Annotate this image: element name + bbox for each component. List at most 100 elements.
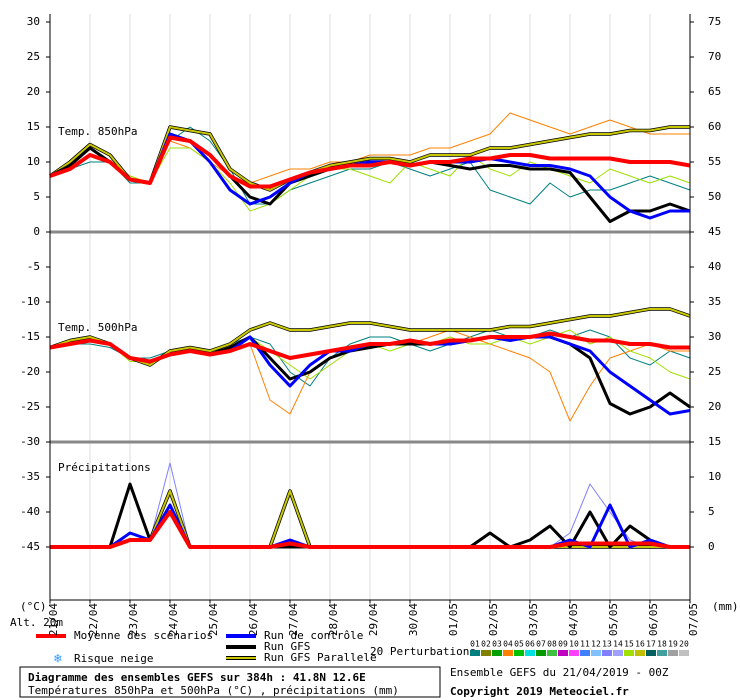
legend-label: Risque neige [74,652,153,665]
member-swatch [613,650,623,656]
member-swatch [668,650,678,656]
y-tick-label: 0 [33,225,40,238]
legend-label: Run GFS Parallele [264,651,377,664]
footer-title: Diagramme des ensembles GEFS sur 384h : … [28,671,366,684]
y2-tick-label: 60 [708,120,721,133]
member-swatch [657,650,667,656]
member-label: 18 [657,640,667,649]
y-tick-label: -10 [20,295,40,308]
member-label: 15 [624,640,634,649]
x-tick-label: 28/04 [327,603,340,636]
y-tick-label: 25 [27,50,40,63]
x-tick-label: 27/04 [287,603,300,636]
y-tick-label: 5 [33,190,40,203]
y2-tick-label: 45 [708,225,721,238]
x-tick-label: 25/04 [207,603,220,636]
x-tick-label: 06/05 [647,603,660,636]
annotation: Temp. 850hPa [58,125,137,138]
member-label: 06 [525,640,535,649]
x-tick-label: 02/05 [487,603,500,636]
x-tick-label: 05/05 [607,603,620,636]
x-tick-label: 30/04 [407,603,420,636]
member-label: 04 [503,640,513,649]
member-label: 14 [613,640,623,649]
y2-tick-label: 5 [708,505,715,518]
x-tick-label: 29/04 [367,603,380,636]
y2-tick-label: 25 [708,365,721,378]
y-tick-label: 30 [27,15,40,28]
y2-tick-label: 70 [708,50,721,63]
member-label: 20 [679,640,689,649]
x-tick-label: 23/04 [127,603,140,636]
member-swatch [624,650,634,656]
y2-tick-label: 20 [708,400,721,413]
y-tick-label: 15 [27,120,40,133]
y2-tick-label: 55 [708,155,721,168]
member-label: 12 [591,640,601,649]
y-tick-label: -35 [20,470,40,483]
mean-line [49,135,691,189]
member-label: 13 [602,640,612,649]
member-swatch [547,650,557,656]
member-label: 19 [668,640,678,649]
footer-subtitle: Températures 850hPa et 500hPa (°C) , pré… [28,684,399,697]
member-label: 07 [536,640,546,649]
member-label: 11 [580,640,590,649]
member-label: 08 [547,640,557,649]
member-label: 09 [558,640,568,649]
x-tick-label: 22/04 [87,603,100,636]
x-tick-label: 24/04 [167,603,180,636]
y-tick-label: -30 [20,435,40,448]
member-swatch [602,650,612,656]
y2-tick-label: 50 [708,190,721,203]
member-swatch [646,650,656,656]
legend-label: Run de contrôle [264,629,363,642]
member-label: 02 [481,640,491,649]
legend-label: Run GFS [264,640,310,653]
y-tick-label: -25 [20,400,40,413]
axis-unit: (°C) [20,600,47,613]
y-tick-label: 10 [27,155,40,168]
y-tick-label: -5 [27,260,40,273]
member-swatch [481,650,491,656]
footer-box [19,666,441,698]
member-swatch [591,650,601,656]
member-label: 01 [470,640,480,649]
y-tick-label: -40 [20,505,40,518]
member-swatch [525,650,535,656]
copyright: Copyright 2019 Meteociel.fr [450,685,629,698]
annotation: Temp. 500hPa [58,321,137,334]
member-swatch [470,650,480,656]
member-swatch [679,650,689,656]
y2-tick-label: 0 [708,540,715,553]
y2-tick-label: 40 [708,260,721,273]
member-swatch [514,650,524,656]
x-tick-label: 04/05 [567,603,580,636]
member-swatch [580,650,590,656]
member-label: 03 [492,640,502,649]
legend-label: Moyenne des scénarios [74,629,213,642]
member-swatch [569,650,579,656]
member-swatch [558,650,568,656]
x-tick-label: 07/05 [687,603,700,636]
member-label: 17 [646,640,656,649]
member-label: 10 [569,640,579,649]
snow-icon: ❄ [53,652,62,667]
x-tick-label: 03/05 [527,603,540,636]
x-tick-label: 21/04 [47,603,60,636]
x-tick-label: 01/05 [447,603,460,636]
y2-tick-label: 30 [708,330,721,343]
altitude: Alt. 20m [10,616,63,629]
annotation: Précipitations [58,461,151,474]
member-swatch [635,650,645,656]
y-tick-label: -20 [20,365,40,378]
mean-line [50,510,690,549]
y2-tick-label: 65 [708,85,721,98]
member-label: 05 [514,640,524,649]
member-swatch [503,650,513,656]
x-tick-label: 26/04 [247,603,260,636]
member-swatch [536,650,546,656]
legend-label: 20 Perturbations [370,645,476,658]
y2-tick-label: 15 [708,435,721,448]
